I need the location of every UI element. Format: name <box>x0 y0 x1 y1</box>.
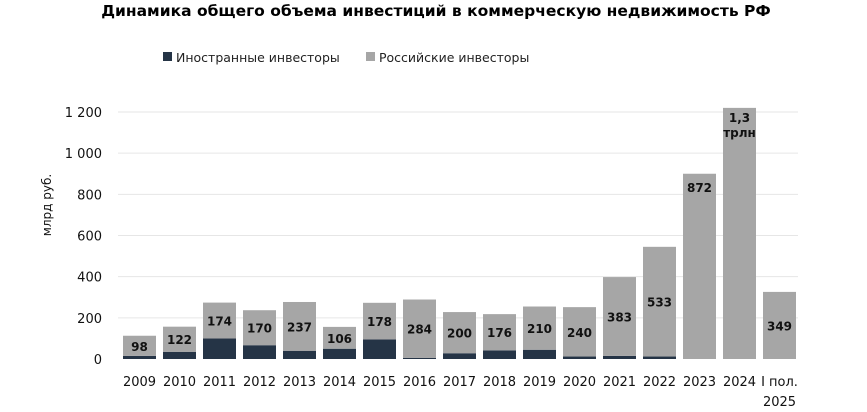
bar-segment-russian <box>483 314 516 351</box>
data-label: 349 <box>767 319 792 333</box>
data-label: 106 <box>327 332 352 346</box>
x-tick-label: 2024 <box>723 375 756 390</box>
bar-segment-russian <box>203 302 236 339</box>
bar-segment-russian <box>283 301 316 351</box>
y-tick-label: 1 000 <box>65 147 102 162</box>
x-tick-label: 2011 <box>203 375 236 390</box>
y-tick-label: 800 <box>77 188 102 203</box>
bar-segment-russian <box>763 291 796 359</box>
data-label: 200 <box>447 327 472 341</box>
data-label: 533 <box>647 296 672 310</box>
y-tick-label: 600 <box>77 230 102 245</box>
x-tick-label: 2009 <box>123 375 156 390</box>
bar-segment-russian <box>683 173 716 359</box>
bar-segment-russian <box>523 306 556 350</box>
data-label: 210 <box>527 322 552 336</box>
data-label: 122 <box>167 333 192 347</box>
bar-segment-russian <box>243 310 276 346</box>
bar-segment-foreign <box>603 355 636 359</box>
x-tick-label: 2010 <box>163 375 196 390</box>
bar-segment-foreign <box>283 350 316 359</box>
bar-segment-russian <box>363 302 396 340</box>
data-label: 1,3 <box>729 111 750 125</box>
x-tick-label: 2022 <box>643 375 676 390</box>
data-label: 178 <box>367 315 392 329</box>
legend-swatch <box>163 52 172 61</box>
x-tick-label: 2025 <box>763 395 796 410</box>
legend: Иностранные инвесторы Российские инвестор… <box>163 50 529 65</box>
x-tick-label: 2021 <box>603 375 636 390</box>
bar-segment-foreign <box>243 345 276 359</box>
data-label: 383 <box>607 310 632 324</box>
bar-segment-foreign <box>203 338 236 359</box>
x-tick-label: 2013 <box>283 375 316 390</box>
x-tick-label: 2012 <box>243 375 276 390</box>
bar-segment-russian <box>403 299 436 358</box>
data-label: 170 <box>247 322 272 336</box>
legend-label: Иностранные инвесторы <box>176 50 340 65</box>
bar-segment-russian <box>723 107 756 359</box>
bar-segment-foreign <box>323 348 356 359</box>
data-label: 240 <box>567 326 592 340</box>
x-tick-label: 2014 <box>323 375 356 390</box>
bar-segment-foreign <box>403 357 436 359</box>
chart-title: Динамика общего объема инвестиций в комм… <box>101 2 771 20</box>
y-axis-ticks: 0 200 400 600 800 1 000 1 200 <box>65 106 102 368</box>
x-tick-label: 2019 <box>523 375 556 390</box>
data-labels: 98 122 174 170 237 106 178 284 200 176 210 240 383 53… <box>131 111 792 354</box>
bar-segment-foreign <box>563 356 596 359</box>
bar-segment-foreign <box>643 356 676 359</box>
data-label: 284 <box>407 323 432 337</box>
bar-segment-russian <box>603 277 636 356</box>
legend-swatch <box>366 52 375 61</box>
data-label: 872 <box>687 181 712 195</box>
y-tick-label: 0 <box>94 353 102 368</box>
data-label: 174 <box>207 315 232 329</box>
data-label: трлн <box>723 126 756 140</box>
x-tick-label: 2020 <box>563 375 596 390</box>
y-axis-label: млрд руб. <box>40 174 54 236</box>
bar-segment-russian <box>163 326 196 352</box>
bar-segment-russian <box>123 335 156 356</box>
bar-segment-foreign <box>163 351 196 359</box>
bar-segment-foreign <box>483 350 516 359</box>
bar-segment-foreign <box>523 349 556 359</box>
legend-label: Российские инвесторы <box>379 50 529 65</box>
bar-segment-foreign <box>443 353 476 359</box>
x-tick-label: 2016 <box>403 375 436 390</box>
bar-segment-russian <box>443 312 476 354</box>
data-label: 237 <box>287 320 312 334</box>
bar-segment-russian <box>323 326 356 349</box>
bar-segment-russian <box>643 246 676 357</box>
x-tick-label: I пол. <box>761 375 798 390</box>
x-tick-label: 2017 <box>443 375 476 390</box>
y-tick-label: 400 <box>77 271 102 286</box>
data-label: 98 <box>131 340 148 354</box>
y-tick-label: 200 <box>77 312 102 327</box>
bars <box>123 107 796 359</box>
x-tick-label: 2023 <box>683 375 716 390</box>
bar-segment-foreign <box>123 355 156 359</box>
x-axis-ticks: 2009 2010 2011 2012 2013 2014 2015 2016 2017 2018… <box>123 375 798 410</box>
x-tick-label: 2018 <box>483 375 516 390</box>
bar-segment-foreign <box>363 339 396 359</box>
y-tick-label: 1 200 <box>65 106 102 121</box>
x-tick-label: 2015 <box>363 375 396 390</box>
bar-segment-russian <box>563 307 596 357</box>
data-label: 176 <box>487 326 512 340</box>
